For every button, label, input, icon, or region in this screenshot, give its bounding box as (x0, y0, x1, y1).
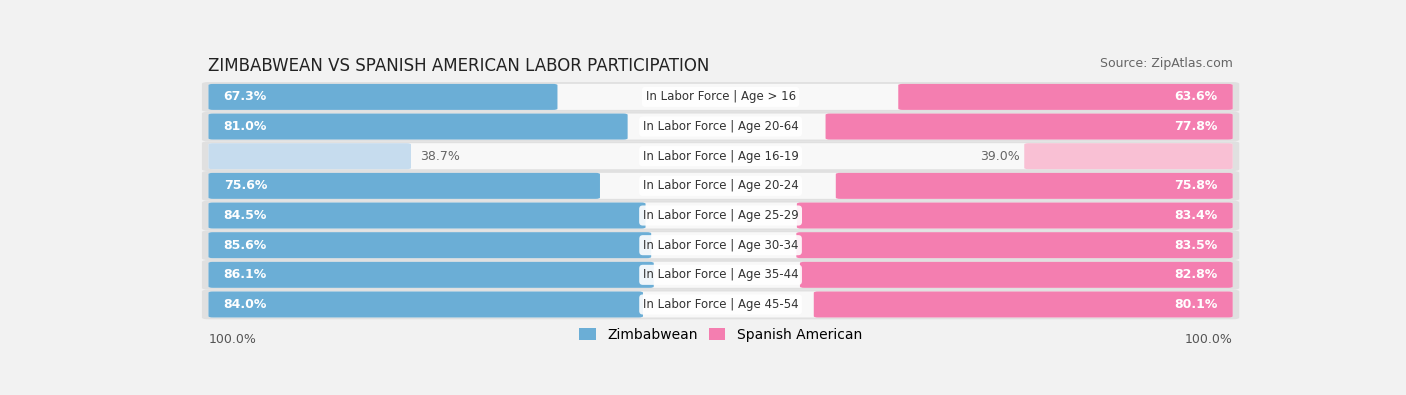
FancyBboxPatch shape (825, 113, 1233, 139)
FancyBboxPatch shape (208, 113, 627, 139)
FancyBboxPatch shape (202, 230, 1239, 260)
FancyBboxPatch shape (208, 84, 557, 110)
FancyBboxPatch shape (208, 292, 1233, 318)
Text: 83.4%: 83.4% (1174, 209, 1218, 222)
Legend: Zimbabwean, Spanish American: Zimbabwean, Spanish American (579, 327, 862, 342)
Text: 63.6%: 63.6% (1174, 90, 1218, 103)
Text: 85.6%: 85.6% (224, 239, 267, 252)
Text: 38.7%: 38.7% (420, 150, 460, 163)
FancyBboxPatch shape (898, 84, 1233, 110)
Text: 83.5%: 83.5% (1174, 239, 1218, 252)
Text: 75.8%: 75.8% (1174, 179, 1218, 192)
Text: In Labor Force | Age 20-24: In Labor Force | Age 20-24 (643, 179, 799, 192)
FancyBboxPatch shape (208, 143, 1233, 169)
FancyBboxPatch shape (208, 173, 1233, 199)
Text: In Labor Force | Age 30-34: In Labor Force | Age 30-34 (643, 239, 799, 252)
Text: In Labor Force | Age 45-54: In Labor Force | Age 45-54 (643, 298, 799, 311)
FancyBboxPatch shape (208, 143, 411, 169)
FancyBboxPatch shape (208, 262, 1233, 288)
Text: Source: ZipAtlas.com: Source: ZipAtlas.com (1099, 56, 1233, 70)
Text: In Labor Force | Age 16-19: In Labor Force | Age 16-19 (643, 150, 799, 163)
Text: 100.0%: 100.0% (1185, 333, 1233, 346)
FancyBboxPatch shape (202, 201, 1239, 230)
Text: 75.6%: 75.6% (224, 179, 267, 192)
Text: In Labor Force | Age 35-44: In Labor Force | Age 35-44 (643, 268, 799, 281)
Text: 81.0%: 81.0% (224, 120, 267, 133)
Text: 86.1%: 86.1% (224, 268, 267, 281)
FancyBboxPatch shape (208, 292, 643, 318)
FancyBboxPatch shape (208, 173, 600, 199)
Text: 82.8%: 82.8% (1174, 268, 1218, 281)
FancyBboxPatch shape (208, 203, 645, 229)
FancyBboxPatch shape (202, 290, 1239, 319)
Text: In Labor Force | Age 25-29: In Labor Force | Age 25-29 (643, 209, 799, 222)
Text: ZIMBABWEAN VS SPANISH AMERICAN LABOR PARTICIPATION: ZIMBABWEAN VS SPANISH AMERICAN LABOR PAR… (208, 56, 710, 75)
Text: 100.0%: 100.0% (208, 333, 256, 346)
FancyBboxPatch shape (202, 260, 1239, 290)
FancyBboxPatch shape (814, 292, 1233, 318)
FancyBboxPatch shape (208, 84, 1233, 110)
FancyBboxPatch shape (1024, 143, 1233, 169)
Text: In Labor Force | Age > 16: In Labor Force | Age > 16 (645, 90, 796, 103)
FancyBboxPatch shape (208, 232, 1233, 258)
Text: 84.0%: 84.0% (224, 298, 267, 311)
FancyBboxPatch shape (208, 262, 654, 288)
FancyBboxPatch shape (202, 112, 1239, 141)
Text: 84.5%: 84.5% (224, 209, 267, 222)
FancyBboxPatch shape (835, 173, 1233, 199)
FancyBboxPatch shape (797, 203, 1233, 229)
FancyBboxPatch shape (202, 171, 1239, 201)
FancyBboxPatch shape (208, 232, 651, 258)
FancyBboxPatch shape (208, 203, 1233, 229)
FancyBboxPatch shape (796, 232, 1233, 258)
FancyBboxPatch shape (202, 141, 1239, 171)
FancyBboxPatch shape (800, 262, 1233, 288)
Text: 39.0%: 39.0% (980, 150, 1019, 163)
Text: 67.3%: 67.3% (224, 90, 267, 103)
Text: In Labor Force | Age 20-64: In Labor Force | Age 20-64 (643, 120, 799, 133)
Text: 80.1%: 80.1% (1174, 298, 1218, 311)
FancyBboxPatch shape (202, 82, 1239, 112)
FancyBboxPatch shape (208, 113, 1233, 139)
Text: 77.8%: 77.8% (1174, 120, 1218, 133)
